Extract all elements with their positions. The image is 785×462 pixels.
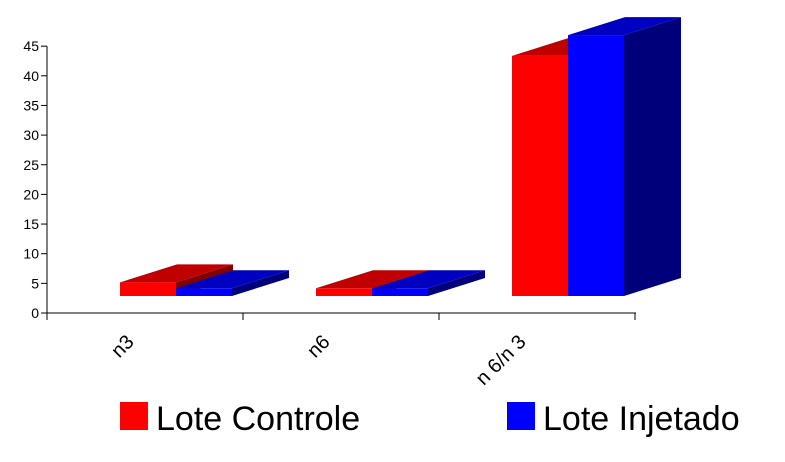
bar: [176, 288, 232, 296]
y-tick-label: 10: [23, 246, 39, 262]
x-category-label: n6: [303, 331, 334, 362]
bar-top: [372, 270, 485, 289]
y-tick-label: 25: [23, 157, 39, 173]
bar-top: [176, 270, 289, 289]
bar-side: [232, 270, 289, 296]
bar: [316, 288, 372, 296]
bar-side: [624, 17, 681, 297]
legend-swatch: [120, 402, 148, 430]
y-tick-label: 0: [31, 305, 39, 321]
y-tick-label: 40: [23, 68, 39, 84]
y-tick-label: 30: [23, 127, 39, 143]
labels-group: 0 5 10 15 20 25 30 35 40 45 n3 n6 n 6/n 3: [23, 38, 530, 390]
axes-group: [41, 45, 636, 320]
bar-side: [428, 270, 485, 296]
bars-group: [120, 17, 681, 297]
x-category-label: n 6/n 3: [472, 331, 531, 390]
legend-label: Lote Injetado: [543, 400, 740, 438]
y-tick-label: 5: [31, 275, 39, 291]
legend-swatch: [507, 402, 535, 430]
y-tick-label: 35: [23, 97, 39, 113]
bar: [372, 288, 428, 296]
bar-top: [316, 270, 429, 289]
bar: [568, 35, 624, 296]
y-tick-label: 45: [23, 38, 39, 54]
y-tick-label: 15: [23, 216, 39, 232]
y-tick-label: 20: [23, 186, 39, 202]
bar: [512, 55, 568, 297]
bar-top: [568, 17, 681, 36]
bar: [120, 282, 176, 296]
x-category-label: n3: [107, 331, 138, 362]
legend-label: Lote Controle: [156, 400, 360, 438]
bar-top: [120, 264, 233, 283]
legend: Lote Controle Lote Injetado: [120, 400, 740, 438]
